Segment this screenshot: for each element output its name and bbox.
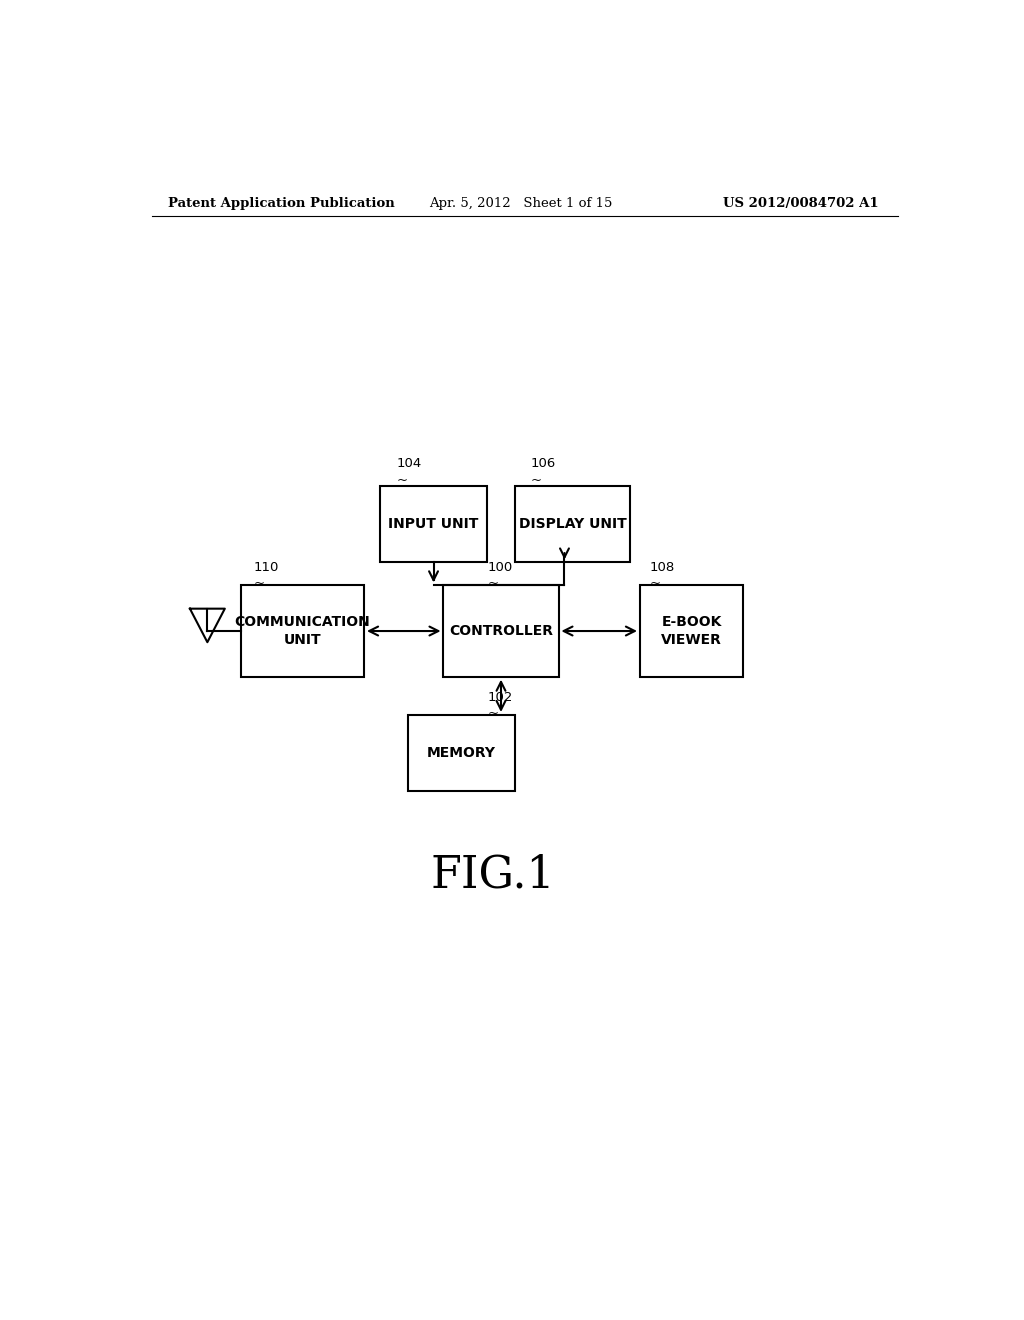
Text: DISPLAY UNIT: DISPLAY UNIT <box>518 517 627 532</box>
Text: INPUT UNIT: INPUT UNIT <box>388 517 479 532</box>
Text: 100: 100 <box>487 561 513 574</box>
Bar <box>408 715 515 791</box>
Text: ~: ~ <box>530 474 542 487</box>
Text: 106: 106 <box>530 458 556 470</box>
Text: E-BOOK
VIEWER: E-BOOK VIEWER <box>662 615 722 647</box>
Text: FIG.1: FIG.1 <box>431 853 555 896</box>
Bar <box>241 585 365 677</box>
Text: US 2012/0084702 A1: US 2012/0084702 A1 <box>723 197 879 210</box>
Bar <box>640 585 743 677</box>
Text: ~: ~ <box>396 474 408 487</box>
Text: CONTROLLER: CONTROLLER <box>449 624 553 638</box>
Text: Patent Application Publication: Patent Application Publication <box>168 197 394 210</box>
Text: 104: 104 <box>396 458 422 470</box>
Bar <box>380 486 487 562</box>
Text: MEMORY: MEMORY <box>427 746 496 760</box>
Text: Apr. 5, 2012   Sheet 1 of 15: Apr. 5, 2012 Sheet 1 of 15 <box>430 197 613 210</box>
Bar <box>443 585 558 677</box>
Text: 110: 110 <box>253 561 279 574</box>
Text: ~: ~ <box>649 577 660 590</box>
Bar <box>515 486 630 562</box>
Text: COMMUNICATION
UNIT: COMMUNICATION UNIT <box>234 615 371 647</box>
Text: 108: 108 <box>649 561 675 574</box>
Text: ~: ~ <box>253 577 264 590</box>
Text: ~: ~ <box>487 577 499 590</box>
Text: ~: ~ <box>487 708 499 721</box>
Text: 102: 102 <box>487 692 513 704</box>
